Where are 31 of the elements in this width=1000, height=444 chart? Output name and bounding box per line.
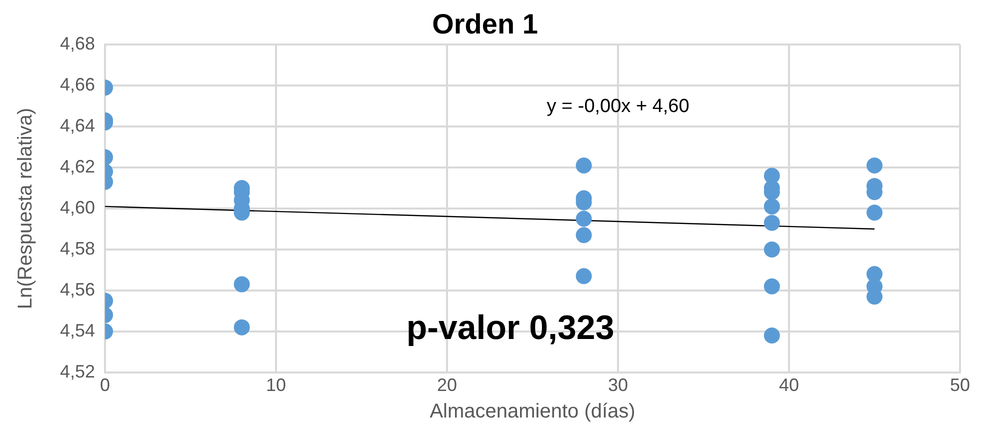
- point: [764, 328, 780, 344]
- y-tick-label: 4,56: [60, 279, 96, 300]
- point: [764, 241, 780, 258]
- y-tick-label: 4,62: [60, 156, 96, 176]
- x-tick-label: 0: [100, 375, 110, 396]
- point: [576, 227, 592, 244]
- point: [866, 204, 883, 221]
- y-tick-label: 4,54: [60, 320, 96, 340]
- annotation: y = -0,00x + 4,60: [546, 96, 690, 118]
- x-tick-label: 30: [608, 375, 628, 396]
- point: [576, 268, 592, 284]
- y-tick-label: 4,64: [60, 116, 96, 136]
- y-tick-label: 4,66: [60, 74, 96, 95]
- point: [764, 214, 780, 231]
- point: [576, 210, 592, 227]
- y-tick-label: 4,52: [60, 361, 96, 382]
- annotation: p-valor 0,323: [406, 309, 614, 348]
- x-tick-label: 40: [778, 375, 800, 396]
- x-axis-title: Almacenamiento (días): [430, 400, 636, 423]
- y-tick-label: 4,58: [60, 238, 96, 258]
- x-tick-label: 20: [437, 375, 458, 396]
- point: [576, 157, 592, 174]
- point: [764, 278, 780, 294]
- y-tick-label: 4,60: [60, 197, 96, 218]
- x-tick-label: 50: [950, 375, 970, 396]
- y-tick-label: 4,68: [60, 34, 96, 54]
- y-axis-title: Ln(Respuesta relativa): [14, 108, 37, 310]
- point: [764, 198, 780, 214]
- chart-title: Orden 1: [432, 8, 538, 40]
- x-tick-label: 10: [266, 375, 286, 396]
- point: [866, 157, 883, 174]
